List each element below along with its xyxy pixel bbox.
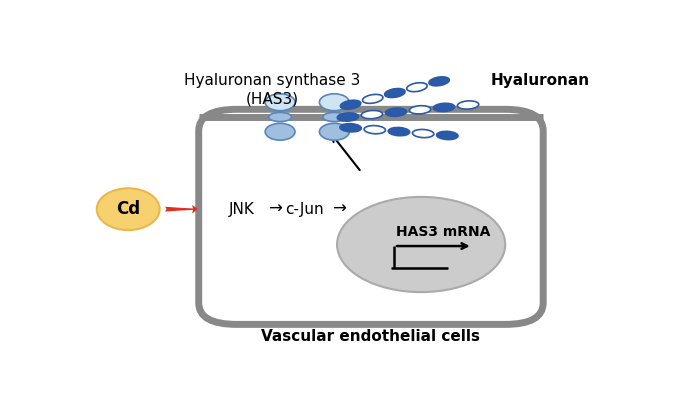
Ellipse shape (265, 94, 295, 111)
FancyBboxPatch shape (199, 109, 543, 324)
Text: HAS3 mRNA: HAS3 mRNA (395, 225, 490, 239)
Text: Hyaluronan: Hyaluronan (491, 73, 590, 88)
Text: Cd: Cd (116, 200, 140, 218)
Ellipse shape (385, 89, 405, 97)
Ellipse shape (433, 103, 455, 112)
Ellipse shape (337, 197, 505, 292)
Text: JNK: JNK (229, 201, 255, 217)
Ellipse shape (265, 123, 295, 140)
Ellipse shape (389, 128, 410, 136)
Ellipse shape (364, 126, 386, 134)
Text: →: → (267, 200, 281, 218)
Ellipse shape (319, 94, 349, 111)
Text: Hyaluronan synthase 3: Hyaluronan synthase 3 (184, 73, 360, 88)
Text: (HAS3): (HAS3) (246, 91, 298, 106)
Ellipse shape (340, 124, 361, 132)
Ellipse shape (437, 131, 458, 140)
Ellipse shape (323, 113, 346, 122)
Text: →: → (332, 200, 346, 218)
Ellipse shape (97, 188, 160, 230)
Ellipse shape (319, 123, 349, 140)
Ellipse shape (458, 101, 479, 109)
Ellipse shape (410, 106, 430, 114)
Ellipse shape (340, 100, 360, 109)
Text: c-Jun: c-Jun (285, 201, 324, 217)
Ellipse shape (412, 129, 434, 138)
Ellipse shape (337, 113, 358, 121)
Ellipse shape (429, 77, 449, 86)
Ellipse shape (407, 83, 427, 92)
Ellipse shape (363, 95, 383, 103)
Text: Vascular endothelial cells: Vascular endothelial cells (261, 328, 480, 344)
Ellipse shape (385, 108, 407, 117)
Ellipse shape (361, 111, 383, 119)
Ellipse shape (269, 113, 291, 122)
